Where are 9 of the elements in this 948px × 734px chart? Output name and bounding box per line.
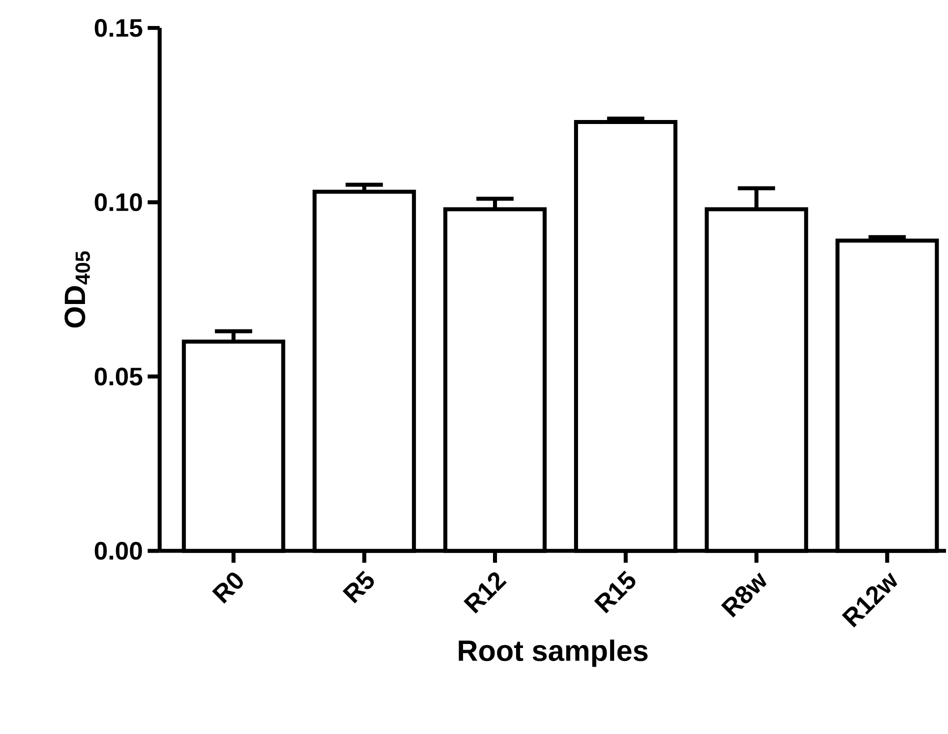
y-tick-label: 0.00	[94, 542, 142, 560]
y-tick-label: 0.05	[94, 367, 142, 386]
y-tick-label: 0.15	[94, 18, 142, 37]
y-tick-label: 0.10	[94, 193, 142, 211]
x-tick-label: R0	[212, 572, 243, 604]
x-axis-title: Root samples	[458, 639, 648, 667]
x-tick-label: R5	[342, 570, 374, 604]
x-tick-label: R12	[464, 572, 507, 614]
y-axis-title: OD$_{405}$	[64, 251, 90, 328]
